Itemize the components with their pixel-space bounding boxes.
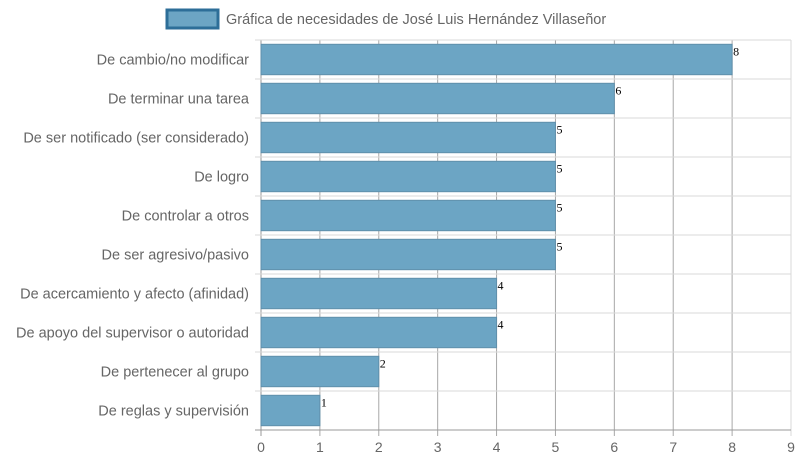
data-label: 5: [556, 161, 562, 175]
x-axis-ticks: 0 1 2 3 4 5 6 7 8 9: [257, 439, 795, 455]
category-label: De cambio/no modificar: [97, 53, 249, 69]
bar[interactable]: [260, 43, 733, 76]
bar[interactable]: [260, 316, 498, 349]
x-tick-label: 3: [434, 439, 442, 455]
category-labels: De cambio/no modificar De terminar una ta…: [16, 53, 250, 420]
x-tick-label: 0: [257, 439, 265, 455]
data-label: 5: [556, 239, 562, 253]
data-label: 2: [380, 356, 386, 370]
category-label: De logro: [194, 170, 249, 186]
x-tick-label: 7: [669, 439, 677, 455]
data-labels: 8 6 5 5 5 5 4 4 2 1: [321, 44, 739, 409]
bar[interactable]: [260, 121, 556, 154]
bar[interactable]: [260, 394, 321, 427]
category-label: De apoyo del supervisor o autoridad: [16, 326, 249, 342]
bar[interactable]: [260, 277, 498, 310]
x-tick-label: 1: [316, 439, 324, 455]
x-tick-label: 9: [787, 439, 795, 455]
category-label: De acercamiento y afecto (afinidad): [20, 287, 249, 303]
x-tick-label: 2: [375, 439, 383, 455]
bar[interactable]: [260, 355, 380, 388]
category-label: De pertenecer al grupo: [101, 365, 249, 381]
category-label: De ser notificado (ser considerado): [23, 131, 249, 147]
x-tick-label: 5: [552, 439, 560, 455]
category-label: De reglas y supervisión: [98, 404, 249, 420]
data-label: 4: [498, 317, 504, 331]
category-label: De controlar a otros: [122, 209, 249, 225]
x-tick-label: 8: [728, 439, 736, 455]
x-tick-label: 4: [493, 439, 501, 455]
data-label: 6: [615, 83, 621, 97]
data-label: 5: [556, 200, 562, 214]
bar[interactable]: [260, 160, 556, 193]
bar[interactable]: [260, 238, 556, 271]
category-label: De ser agresivo/pasivo: [102, 248, 250, 264]
x-tick-label: 6: [610, 439, 618, 455]
data-label: 1: [321, 395, 327, 409]
bar[interactable]: [260, 82, 615, 115]
bars: [260, 43, 733, 427]
category-label: De terminar una tarea: [108, 92, 250, 108]
legend-swatch[interactable]: [165, 8, 220, 30]
data-label: 8: [733, 44, 739, 58]
legend[interactable]: Gráfica de necesidades de José Luis Hern…: [165, 8, 606, 30]
data-label: 5: [556, 122, 562, 136]
data-label: 4: [498, 278, 504, 292]
bar[interactable]: [260, 199, 556, 232]
legend-label[interactable]: Gráfica de necesidades de José Luis Hern…: [226, 12, 606, 28]
